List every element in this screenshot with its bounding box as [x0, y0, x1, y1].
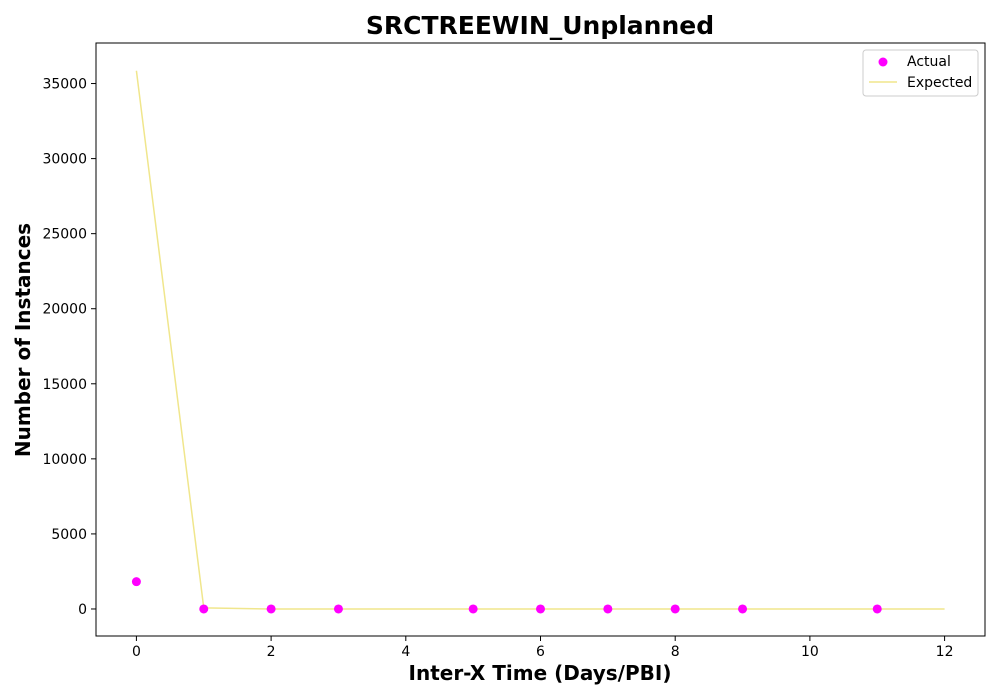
y-tick-label: 35000 — [42, 77, 87, 93]
y-tick-label: 15000 — [42, 377, 87, 393]
actual-data-point — [267, 604, 276, 613]
actual-data-point — [469, 604, 478, 613]
y-tick-label: 25000 — [42, 227, 87, 243]
x-axis-label: Inter-X Time (Days/PBI) — [409, 661, 672, 685]
y-axis-label: Number of Instances — [11, 223, 35, 457]
chart-title: SRCTREEWIN_Unplanned — [366, 11, 714, 40]
actual-data-point — [132, 577, 141, 586]
x-tick-label: 4 — [401, 644, 410, 660]
actual-data-point — [738, 604, 747, 613]
series-layer — [132, 71, 945, 614]
actual-data-point — [603, 604, 612, 613]
actual-data-point — [199, 604, 208, 613]
x-tick-label: 10 — [801, 644, 819, 660]
actual-data-point — [334, 604, 343, 613]
x-tick-label: 12 — [936, 644, 954, 660]
x-tick-label: 8 — [671, 644, 680, 660]
y-tick-label: 0 — [78, 602, 87, 618]
x-tick-label: 6 — [536, 644, 545, 660]
legend-expected-label: Expected — [907, 75, 972, 91]
legend: Actual Expected — [863, 50, 978, 96]
y-axis-ticks: 0 5000 10000 15000 20000 25000 30000 35000 — [42, 77, 96, 618]
actual-data-point — [873, 604, 882, 613]
plot-frame — [96, 43, 985, 636]
legend-actual-marker — [879, 58, 888, 67]
y-tick-label: 5000 — [51, 527, 87, 543]
x-tick-label: 2 — [267, 644, 276, 660]
x-axis-ticks: 0 2 4 6 8 10 12 — [132, 636, 954, 660]
legend-actual-label: Actual — [907, 54, 951, 70]
y-tick-label: 20000 — [42, 302, 87, 318]
y-tick-label: 30000 — [42, 152, 87, 168]
y-tick-label: 10000 — [42, 452, 87, 468]
actual-data-point — [536, 604, 545, 613]
x-tick-label: 0 — [132, 644, 141, 660]
expected-series-line — [136, 71, 944, 609]
actual-data-point — [671, 604, 680, 613]
